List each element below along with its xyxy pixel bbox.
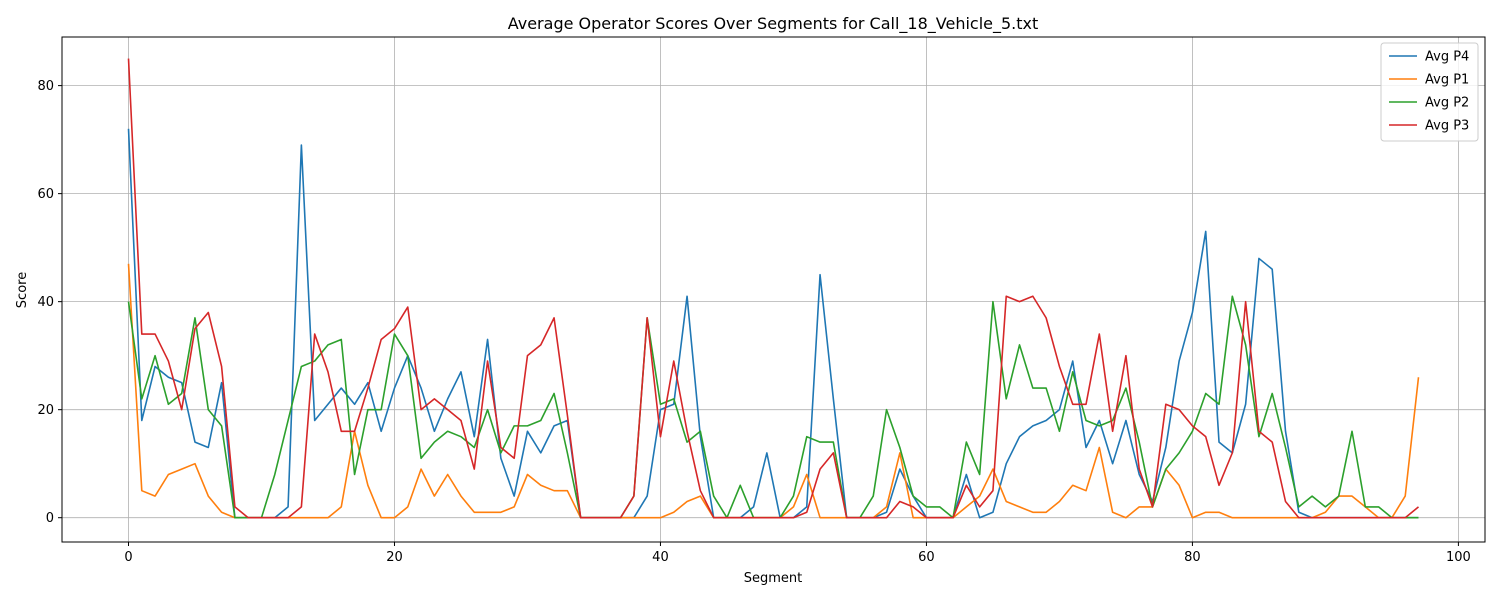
legend-label: Avg P2 (1425, 96, 1469, 111)
plot-area-frame (61, 36, 1486, 543)
y-tick-label: 60 (37, 187, 54, 202)
series-line-avg-p3 (127, 58, 1420, 519)
legend-label: Avg P1 (1425, 73, 1469, 88)
y-tick-label: 40 (37, 295, 54, 310)
series-line-avg-p4 (127, 128, 1419, 519)
x-tick-label: 0 (124, 550, 132, 565)
x-tick-label: 40 (652, 550, 669, 565)
y-axis-title: Score (15, 272, 30, 308)
x-tick-label: 20 (386, 550, 403, 565)
y-tick-label: 0 (46, 511, 54, 526)
x-tick-label: 60 (918, 550, 935, 565)
series-lines (127, 58, 1420, 519)
legend-box (1380, 42, 1479, 142)
legend-label: Avg P3 (1425, 119, 1469, 134)
legend-label: Avg P4 (1425, 50, 1469, 65)
x-axis-title: Segment (744, 571, 803, 586)
legend: Avg P4 Avg P1 Avg P2 Avg P3 (1380, 42, 1479, 142)
x-tick-label: 80 (1184, 550, 1201, 565)
chart-title: Average Operator Scores Over Segments fo… (508, 14, 1039, 34)
axis-ticks: 0 20 40 60 80 100 0 20 40 60 80 (37, 79, 1470, 565)
x-tick-label: 100 (1446, 550, 1471, 565)
y-tick-label: 20 (37, 403, 54, 418)
grid-lines (62, 37, 1485, 542)
y-tick-label: 80 (37, 79, 54, 94)
